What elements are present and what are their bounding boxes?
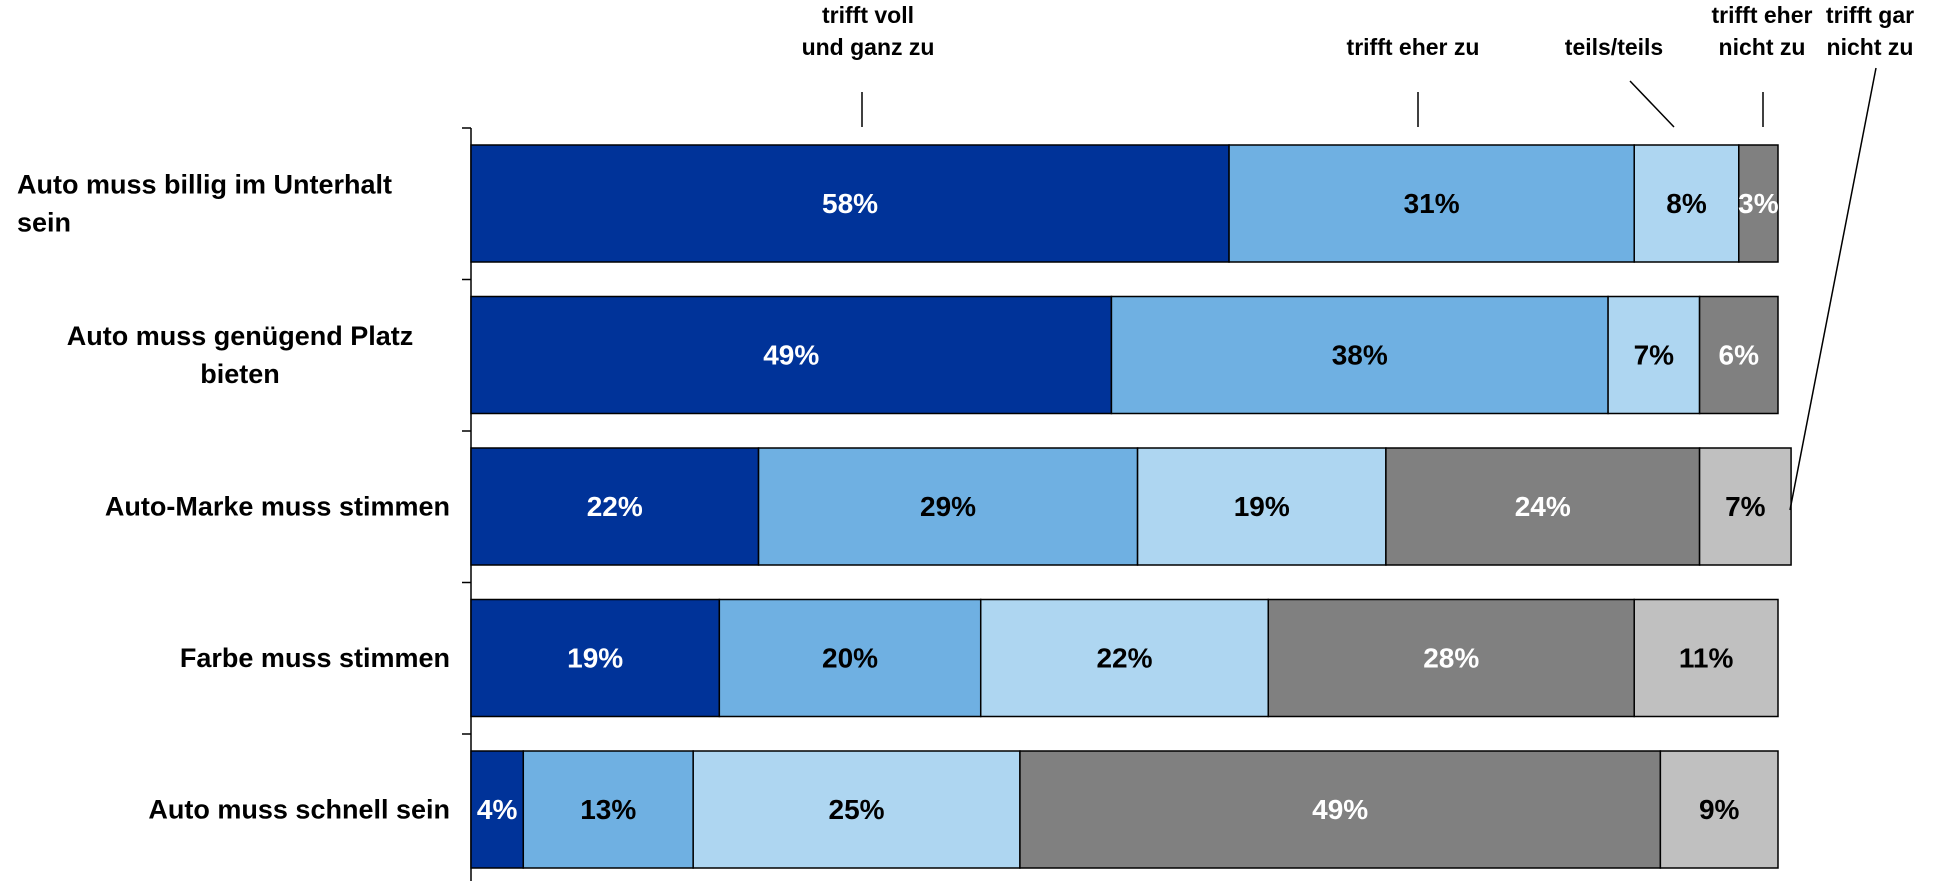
- bar-value-label: 11%: [1679, 643, 1734, 674]
- bar-value-label: 7%: [1634, 340, 1675, 371]
- legend-label: und ganz zu: [802, 34, 935, 60]
- bar-segment: [1136, 447, 1387, 566]
- bar-segment: [1698, 295, 1779, 415]
- bar-segment: [470, 598, 721, 718]
- bar-segment: [1738, 144, 1779, 263]
- bars: 58% 31% 8% 3% 49% 38% 7% 6% 22% 29% 19% 24% 7% 19% 20%…: [470, 144, 1792, 869]
- bar-segment: [470, 447, 760, 566]
- bar-value-label: 22%: [1096, 643, 1152, 674]
- bar-segment: [1385, 447, 1701, 566]
- bar-value-label: 49%: [1312, 794, 1368, 825]
- bar-value-label: 58%: [822, 188, 878, 219]
- bar-value-label: 7%: [1725, 491, 1766, 522]
- bar-value-label: 8%: [1666, 188, 1707, 219]
- legend-label: trifft eher: [1712, 2, 1813, 28]
- bar-segment: [1698, 447, 1792, 566]
- bar-value-label: 28%: [1423, 643, 1479, 674]
- bar-segment: [470, 144, 1230, 263]
- bar-value-label: 4%: [477, 794, 518, 825]
- legend: trifft voll und ganz zu trifft eher zu teil…: [802, 2, 1914, 511]
- bar-segment: [692, 750, 1021, 869]
- bar-value-label: 22%: [587, 491, 643, 522]
- bar-value-label: 29%: [920, 491, 976, 522]
- bar-value-label: 31%: [1404, 188, 1460, 219]
- legend-leader-line: [1789, 67, 1877, 511]
- category-label: Auto muss genügend Platz: [67, 321, 414, 351]
- bar-value-label: 3%: [1738, 188, 1779, 219]
- bar-value-label: 19%: [567, 643, 623, 674]
- category-label: sein: [17, 208, 71, 238]
- bar-value-label: 9%: [1699, 794, 1740, 825]
- bar-value-label: 24%: [1515, 491, 1571, 522]
- bar-segment: [470, 295, 1113, 415]
- category-label: Auto muss schnell sein: [148, 795, 450, 825]
- bar-value-label: 20%: [822, 643, 878, 674]
- bar-value-label: 49%: [763, 340, 819, 371]
- bar-value-label: 25%: [829, 794, 885, 825]
- legend-label: nicht zu: [1827, 34, 1914, 60]
- bar-segment: [1659, 750, 1779, 869]
- category-label: bieten: [200, 359, 280, 389]
- bar-segment: [1607, 295, 1701, 415]
- bar-value-label: 19%: [1234, 491, 1290, 522]
- legend-leader-line: [1629, 80, 1675, 128]
- legend-label: teils/teils: [1565, 34, 1663, 60]
- category-labels: Auto muss billig im Unterhalt sein Auto mu…: [17, 170, 450, 825]
- bar-segment: [1110, 295, 1609, 415]
- category-label: Farbe muss stimmen: [180, 643, 450, 673]
- legend-label: trifft gar: [1826, 2, 1914, 28]
- bar-value-label: 6%: [1719, 340, 1760, 371]
- category-axis: [462, 127, 472, 881]
- category-label: Auto-Marke muss stimmen: [105, 492, 450, 522]
- bar-segment: [1633, 598, 1779, 718]
- bar-segment: [1267, 598, 1635, 718]
- legend-label: trifft eher zu: [1347, 34, 1480, 60]
- bar-value-label: 13%: [580, 794, 636, 825]
- legend-label: trifft voll: [822, 2, 914, 28]
- category-label: Auto muss billig im Unterhalt: [17, 170, 392, 200]
- legend-label: nicht zu: [1719, 34, 1806, 60]
- bar-segment: [757, 447, 1139, 566]
- bar-value-label: 38%: [1332, 340, 1388, 371]
